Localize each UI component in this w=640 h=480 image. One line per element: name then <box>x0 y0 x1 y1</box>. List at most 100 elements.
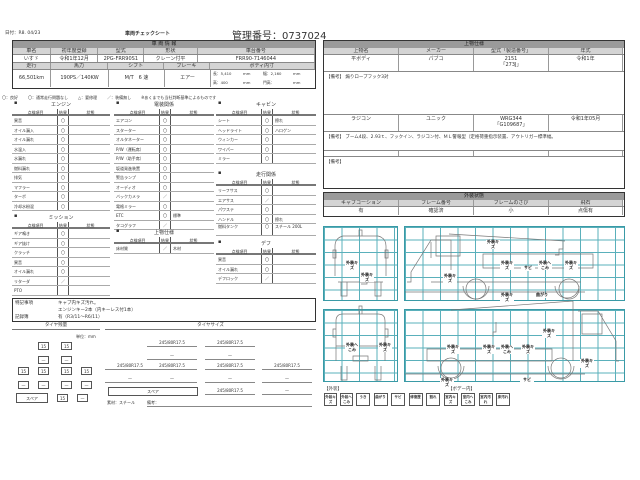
column-header-item: 点検項目 <box>231 110 248 115</box>
check-item: マフラー <box>14 184 30 190</box>
tire-size-rear-sub: — <box>147 374 197 383</box>
check-item: 冷却水粉混 <box>14 203 34 209</box>
damage-label: 外装キズ <box>486 239 500 249</box>
body-spec-cell: 令和1年 <box>549 55 623 71</box>
vehicle-value: 2PG-FRR90S1 <box>98 55 145 62</box>
check-item: ターボ <box>14 194 26 199</box>
check-state <box>69 192 110 201</box>
bullet-icon: ▪ <box>218 170 222 176</box>
check-result: 〇 <box>57 182 69 191</box>
table-row: ターボ 〇 <box>12 192 110 202</box>
column-header-result: 結果 <box>57 222 69 228</box>
table-row: オイル漏れ 〇 <box>12 267 110 277</box>
notes-label: 特記事項 <box>15 301 33 306</box>
tire-size-rear: 245/80R17.5 <box>205 361 255 370</box>
tire-size-spare: 245/80R17.5 <box>205 386 255 395</box>
check-state <box>171 154 214 163</box>
table-row: シート 〇擦れ <box>216 116 316 126</box>
table-row: オーディオ 〇 <box>114 182 214 192</box>
check-item: 異音 <box>218 257 226 262</box>
exterior-table: 外装状態 キャブコーション フレーム番号 フレームのさび 飛石 有確認済小点傷有 <box>323 192 625 217</box>
check-result: 〇 <box>57 201 69 210</box>
tire-remain-rear: 15 <box>61 367 72 375</box>
tire-size-rear-sub: — <box>105 374 155 383</box>
record-label: 記録簿 <box>15 315 29 320</box>
check-item: 水温入 <box>14 146 26 152</box>
check-item: P/W（運転席） <box>116 146 144 152</box>
bullet-icon: ▪ <box>116 100 120 106</box>
check-item: ヘッドライト <box>218 127 242 133</box>
check-result: 〇 <box>57 248 69 257</box>
electric-header: 点検項目 結果 状態 <box>114 109 214 116</box>
damage-label: 外装へこみ <box>538 260 552 270</box>
check-result: 〇 <box>261 154 273 163</box>
table-row: クラッチ 〇 <box>12 248 110 258</box>
engine-header: 点検項目 結果 状態 <box>12 109 110 116</box>
check-item: 排気 <box>14 175 22 180</box>
tire-size-front-sub: — <box>205 351 255 360</box>
vehicle-header: シフト <box>108 63 164 69</box>
running-table: 点検項目 結果 状態 リーフサス〇エアサス／パワステ〇ハンドル〇擦れ 燃料タンク〇スチー… <box>216 179 316 236</box>
vehicle-value: 66,501km <box>13 70 51 87</box>
check-item: 床材質 <box>116 246 128 251</box>
vehicle-header: 車名 <box>13 48 51 54</box>
legend-item: 室内汚れ <box>478 393 493 406</box>
exterior-value: 有 <box>324 207 399 215</box>
column-header-item: 点検項目 <box>129 110 146 115</box>
tire-remain-rear-sub: — <box>81 381 92 389</box>
damage-label: 外装キズ <box>443 273 457 283</box>
check-result: 〇 <box>159 173 171 182</box>
damage-label: サビ <box>521 265 535 271</box>
notes-line-1: キャブ内キズ汚れ。 <box>58 301 99 306</box>
body-spec-empty-cell <box>549 151 623 156</box>
check-result: 〇 <box>57 173 69 182</box>
check-item: ミラー <box>218 156 230 161</box>
diff-table: 点検項目 結果 状態 異音〇オイル漏れ〇デフロック／ <box>216 248 316 284</box>
table-row: リーフサス 〇 <box>216 186 316 196</box>
upper-title: 上物仕様 <box>153 230 174 236</box>
check-item: オイル漏入 <box>14 127 34 133</box>
check-item: リターダ <box>14 278 30 284</box>
check-item: スターター <box>116 127 136 133</box>
check-result: 〇 <box>261 264 273 273</box>
check-state: 擦れ <box>275 216 283 222</box>
check-result: 〇 <box>57 163 69 172</box>
check-item: P/W（助手席） <box>116 156 144 161</box>
tire-remain-front: 15 <box>61 342 72 350</box>
diagram-right-side <box>404 309 625 382</box>
table-row: 電格ミラー 〇 <box>114 201 214 211</box>
tire-size-rear-sub: — <box>262 374 312 383</box>
check-item: 異音 <box>14 118 22 123</box>
tire-size-rear-sub: — <box>205 374 255 383</box>
check-result: 〇 <box>261 144 273 153</box>
check-result: 〇 <box>261 224 273 235</box>
check-state <box>69 145 110 154</box>
column-header-state: 状態 <box>291 249 300 254</box>
table-row: 水漏れ 〇 <box>12 154 110 164</box>
check-state <box>273 135 316 144</box>
body-spec-serial: 「273J」 <box>500 62 522 68</box>
legend-item: 割れ <box>426 393 440 406</box>
cabin-title: キャビン <box>255 102 276 108</box>
check-result: 〇 <box>261 214 273 223</box>
tire-unit: 単位：mm <box>76 334 96 339</box>
table-row: 排気 〇 <box>12 173 110 183</box>
table-row: マフラー 〇 <box>12 182 110 192</box>
exterior-value: 確認済 <box>399 207 474 215</box>
diff-header: 点検項目 結果 状態 <box>216 248 316 255</box>
damage-label: 外装キズ <box>446 344 460 354</box>
tire-remain-front-sub: — <box>38 356 49 364</box>
damage-label: 外装キズ <box>500 260 514 270</box>
body-spec-model: WRG344 <box>500 116 522 122</box>
damage-label: 外装へこみ <box>345 342 359 352</box>
body-spec-remark-2: 【備考】 ブーム4段、2.93ｔ、フックイン、ラジコン付、ＭＬ警報型（定格荷重指… <box>324 132 624 151</box>
body-spec-header: 型式「製造番号」 <box>474 48 549 54</box>
table-row: 異音 〇 <box>216 255 316 265</box>
tire-size-front: 245/80R17.5 <box>205 338 255 347</box>
body-spec-cell: 2151 「273J」 <box>474 55 549 71</box>
damage-label: 外装キズ <box>580 358 594 368</box>
exterior-header: フレームのさび <box>474 200 549 206</box>
dimension-mm3: mm <box>243 79 251 85</box>
check-result: 〇 <box>57 135 69 144</box>
table-row: 燃料タンク 〇スチール 200L <box>216 224 316 236</box>
